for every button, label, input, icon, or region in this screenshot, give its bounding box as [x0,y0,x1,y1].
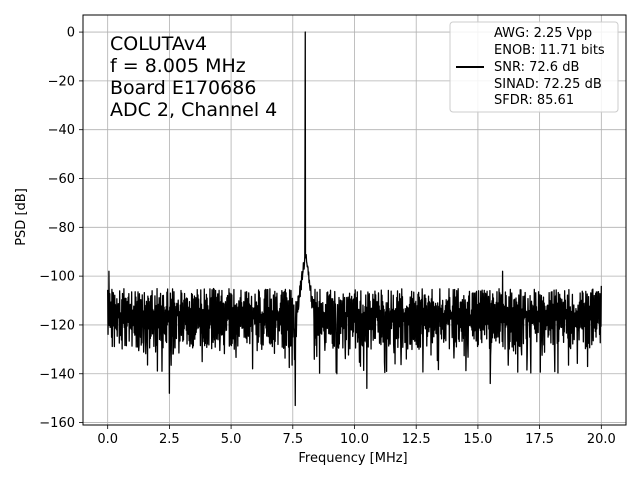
y-tick-label: −40 [48,123,75,138]
y-tick-label: −80 [48,221,75,236]
x-tick-label: 5.0 [221,432,242,447]
annotation-line-3: Board E170686 [110,77,256,99]
x-tick-label: 10.0 [340,432,369,447]
legend-line-enob: ENOB: 11.71 bits [494,43,605,58]
annotation-line-2: f = 8.005 MHz [110,55,246,77]
legend-line-snr: SNR: 72.6 dB [494,60,579,75]
y-tick-label: −160 [39,416,75,431]
x-tick-label: 12.5 [402,432,431,447]
legend: AWG: 2.25 Vpp ENOB: 11.71 bits SNR: 72.6… [449,21,619,113]
annotation-line-4: ADC 2, Channel 4 [110,99,277,121]
legend-line-sinad: SINAD: 72.25 dB [494,77,602,92]
x-tick-label: 2.5 [159,432,180,447]
x-tick-label: 15.0 [463,432,492,447]
psd-line [107,31,602,407]
annotation-line-1: COLUTAv4 [110,33,207,55]
chart-annotation: COLUTAv4 f = 8.005 MHz Board E170686 ADC… [110,33,277,121]
x-tick-label: 7.5 [282,432,303,447]
x-tick-label: 0.0 [97,432,118,447]
x-tick-label: 20.0 [587,432,616,447]
legend-box [449,21,619,113]
x-tick-label: 17.5 [525,432,554,447]
x-axis-label: Frequency [MHz] [298,451,407,466]
y-axis-label: PSD [dB] [14,188,29,246]
psd-series [107,31,602,407]
legend-line-awg: AWG: 2.25 Vpp [494,26,592,41]
x-axis-ticks: 0.0 2.5 5.0 7.5 10.0 12.5 15.0 17.5 20.0 [97,425,616,447]
y-tick-label: −100 [39,270,75,285]
y-axis-ticks: 0 −20 −40 −60 −80 −100 −120 −140 −160 [39,26,83,431]
y-tick-label: 0 [67,26,75,41]
y-tick-label: −60 [48,172,75,187]
y-tick-label: −120 [39,318,75,333]
legend-line-sfdr: SFDR: 85.61 [494,93,574,108]
y-tick-label: −20 [48,74,75,89]
y-tick-label: −140 [39,367,75,382]
